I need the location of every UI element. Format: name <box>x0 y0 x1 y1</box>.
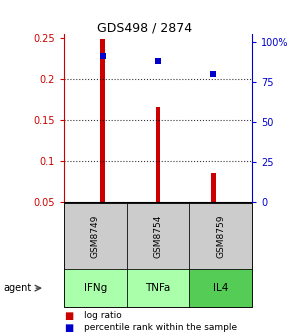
Text: ■: ■ <box>64 311 73 321</box>
Text: GDS498 / 2874: GDS498 / 2874 <box>97 22 193 35</box>
Text: IFNg: IFNg <box>84 283 107 293</box>
Text: IL4: IL4 <box>213 283 229 293</box>
Bar <box>100 39 105 202</box>
Text: ■: ■ <box>64 323 73 333</box>
Text: GSM8754: GSM8754 <box>153 214 163 258</box>
Text: percentile rank within the sample: percentile rank within the sample <box>84 323 237 332</box>
Text: TNFa: TNFa <box>145 283 171 293</box>
Text: GSM8749: GSM8749 <box>91 214 100 258</box>
Text: agent: agent <box>3 283 31 293</box>
Text: GSM8759: GSM8759 <box>216 214 225 258</box>
Bar <box>156 108 160 202</box>
Text: log ratio: log ratio <box>84 311 122 320</box>
Bar <box>211 173 216 202</box>
